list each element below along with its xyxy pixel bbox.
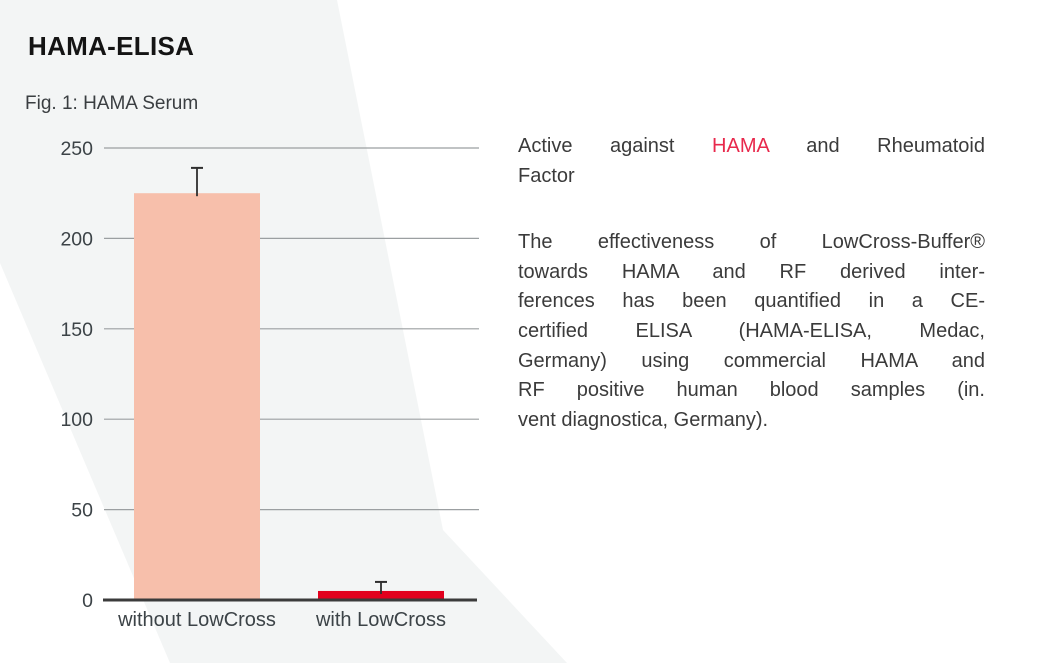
paragraph-line: certified ELISA (HAMA-ELISA, Medac, [518,319,985,342]
figure-caption: Fig. 1: HAMA Serum [25,93,199,114]
y-tick-label-250: 250 [60,138,93,160]
y-tick-label-150: 150 [60,319,93,341]
category-label-without-lowcross: without LowCross [117,609,276,631]
y-tick-label-100: 100 [60,409,93,431]
heading-text: and Rheumatoid [768,135,985,157]
paragraph-line: RF positive human blood samples (in. [518,379,985,402]
heading-line-2: Factor [518,164,575,187]
page-title: HAMA-ELISA [28,31,195,62]
y-tick-label-0: 0 [82,590,93,612]
paragraph-line: The effectiveness of LowCross-Buffer® [518,231,985,254]
heading-line-1: Active against HAMA and Rheumatoid [518,132,985,162]
hama-highlight: HAMA [712,135,769,157]
description-column: Active against HAMA and Rheumatoid Facto… [518,132,985,435]
hama-serum-bar-chart: 0 50 100 150 200 250 without LowCross with LowC… [60,138,479,631]
paragraph-line: vent diagnostica, Germany). [518,408,769,431]
heading-text: Active against [518,135,713,157]
paragraph-line: ferences has been quantified in a CE- [518,290,985,313]
bar-with-lowcross [318,590,444,600]
paragraph-line: Germany) using commercial HAMA and [518,349,985,372]
y-tick-label-200: 200 [60,228,93,250]
category-label-with-lowcross: with LowCross [315,609,446,631]
paragraph-line: towards HAMA and RF derived inter- [518,260,985,283]
body-paragraph: The effectiveness of LowCross-Buffer® to… [518,228,985,435]
y-tick-label-50: 50 [71,500,93,522]
bar-without-lowcross [134,193,260,600]
